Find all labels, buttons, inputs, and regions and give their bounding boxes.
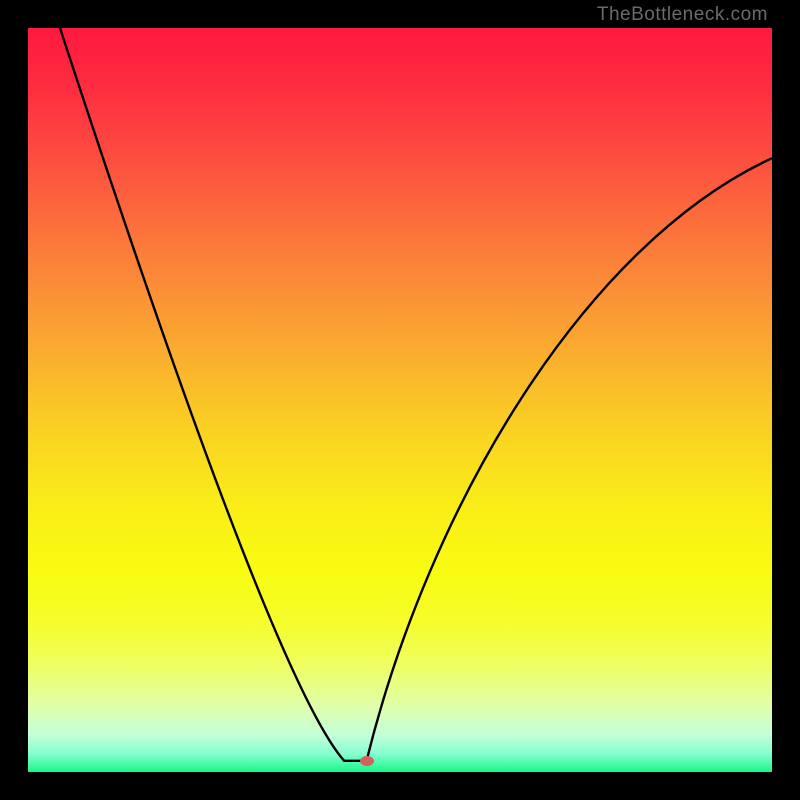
plot-area — [28, 28, 772, 772]
bottleneck-curve — [28, 28, 772, 772]
watermark-text: TheBottleneck.com — [597, 4, 768, 26]
valley-marker — [360, 756, 374, 766]
